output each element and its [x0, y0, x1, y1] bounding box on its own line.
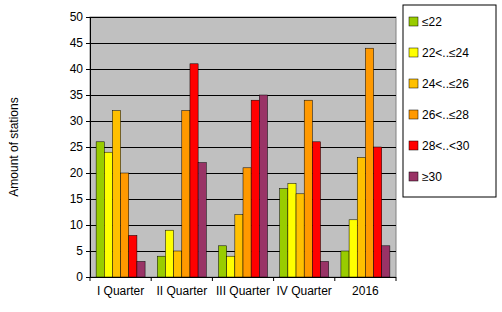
- legend-swatch: [409, 17, 418, 26]
- legend-label: ≥30: [422, 170, 442, 184]
- tick-label: 50: [70, 10, 84, 24]
- x-tick: [90, 277, 91, 281]
- bar: [137, 261, 145, 277]
- tick-label: 45: [70, 36, 84, 50]
- bar: [96, 142, 104, 277]
- tick-mark: [86, 173, 90, 174]
- bar: [365, 48, 373, 277]
- legend-swatch: [409, 141, 418, 150]
- bar: [165, 230, 173, 277]
- x-axis: [90, 277, 396, 278]
- bar: [357, 157, 365, 277]
- tick-label: 40: [70, 62, 84, 76]
- grid-line: [90, 277, 396, 278]
- y-axis-label: Amount of stations: [7, 97, 21, 196]
- bar: [235, 215, 243, 277]
- tick-label: 30: [70, 114, 84, 128]
- bar: [174, 251, 182, 277]
- tick-mark: [86, 147, 90, 148]
- category-label: I Quarter: [97, 284, 144, 298]
- category-label: II Quarter: [156, 284, 207, 298]
- grid-line: [90, 95, 396, 96]
- bar: [121, 173, 129, 277]
- legend-box: [403, 5, 496, 197]
- tick-label: 25: [70, 140, 84, 154]
- plot-area: [90, 17, 396, 277]
- legend-label: 22<..≤24: [422, 46, 469, 60]
- bar: [157, 256, 165, 277]
- bar: [321, 261, 329, 277]
- chart: 0 5 10 15 20 25 30 35 40 45 50 Amount of stations I …: [0, 0, 502, 312]
- x-tick: [334, 277, 335, 281]
- bar: [104, 152, 112, 277]
- tick-mark: [86, 225, 90, 226]
- grid-line: [90, 121, 396, 122]
- grid-line: [90, 43, 396, 44]
- grid-line: [90, 147, 396, 148]
- tick-label: 20: [70, 166, 84, 180]
- bars: [96, 48, 390, 277]
- legend-label: 28<..<30: [422, 139, 470, 153]
- bar: [288, 183, 296, 277]
- tick-label: 10: [70, 218, 84, 232]
- bar: [198, 163, 206, 277]
- category-label: 2016: [352, 284, 379, 298]
- tick-mark: [86, 199, 90, 200]
- tick-mark: [86, 251, 90, 252]
- legend-swatch: [409, 48, 418, 57]
- bar: [259, 95, 267, 277]
- tick-label: 35: [70, 88, 84, 102]
- bar: [219, 246, 227, 277]
- legend-swatch: [409, 110, 418, 119]
- legend: ≤22 22<..≤24 24<..≤26 26<..≤28 28<..<30 ≥30: [403, 5, 496, 197]
- legend-label: 24<..≤26: [422, 77, 469, 91]
- bar: [296, 194, 304, 277]
- legend-swatch: [409, 172, 418, 181]
- grid-line: [90, 17, 396, 18]
- bar: [374, 147, 382, 277]
- bar: [129, 235, 137, 277]
- x-tick: [151, 277, 152, 281]
- grid-line: [90, 69, 396, 70]
- bar: [190, 64, 198, 277]
- tick-mark: [86, 69, 90, 70]
- bar: [112, 111, 120, 277]
- x-tick: [212, 277, 213, 281]
- bar: [349, 220, 357, 277]
- category-label: III Quarter: [216, 284, 270, 298]
- tick-label: 5: [76, 244, 83, 258]
- tick-label: 15: [70, 192, 84, 206]
- bar: [341, 251, 349, 277]
- bar: [182, 111, 190, 277]
- x-tick: [396, 277, 397, 281]
- tick-mark: [86, 121, 90, 122]
- y-axis: [90, 17, 91, 277]
- legend-label: ≤22: [422, 15, 442, 29]
- bar: [251, 100, 259, 277]
- bar: [280, 189, 288, 277]
- bar: [243, 168, 251, 277]
- category-label: IV Quarter: [277, 284, 332, 298]
- legend-swatch: [409, 79, 418, 88]
- tick-mark: [86, 17, 90, 18]
- legend-label: 26<..≤28: [422, 108, 469, 122]
- tick-mark: [86, 95, 90, 96]
- tick-label: 0: [76, 270, 83, 284]
- tick-mark: [86, 43, 90, 44]
- bar: [382, 246, 390, 277]
- x-tick: [273, 277, 274, 281]
- bar: [227, 256, 235, 277]
- bar: [312, 142, 320, 277]
- bar: [304, 100, 312, 277]
- tick-mark: [86, 277, 90, 278]
